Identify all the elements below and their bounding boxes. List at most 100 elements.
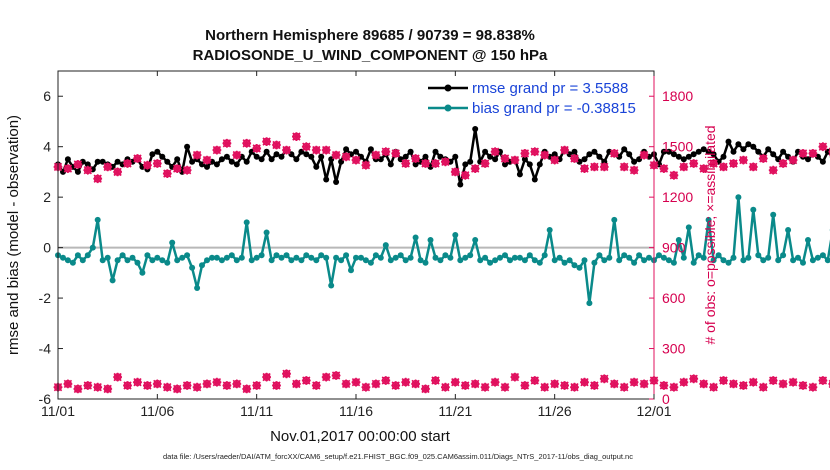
bias-point	[367, 259, 374, 266]
rmse-point	[536, 161, 543, 168]
bias-point	[174, 257, 181, 264]
rmse-point	[675, 153, 682, 160]
y-tick-label-right: 600	[662, 290, 686, 306]
bias-point	[303, 252, 310, 259]
obs-assimilated-marker	[510, 155, 520, 165]
obs-assimilated-marker	[609, 149, 619, 158]
bias-point	[497, 254, 503, 261]
obs-assimilated-marker	[421, 384, 430, 394]
y-axis-label-right: # of obs: o=possible; ×=assimilated	[702, 125, 718, 344]
bias-point	[387, 257, 394, 264]
obs-assimilated-marker	[619, 382, 629, 392]
bias-point	[119, 252, 126, 259]
bias-point	[382, 242, 389, 249]
obs-assimilated-marker	[441, 382, 450, 392]
obs-assimilated-marker	[739, 381, 748, 390]
bias-point	[670, 259, 677, 266]
obs-assimilated-marker	[321, 145, 331, 155]
obs-assimilated-marker	[550, 379, 560, 389]
obs-assimilated-marker	[103, 162, 113, 172]
obs-assimilated-marker	[729, 159, 738, 168]
bias-point	[159, 257, 166, 264]
y-tick-label-right: 900	[662, 240, 686, 256]
rmse-point	[571, 148, 578, 155]
bias-point	[283, 252, 290, 259]
obs-assimilated-marker	[93, 382, 103, 392]
obs-assimilated-marker	[520, 381, 530, 390]
obs-assimilated-marker	[480, 159, 490, 168]
rmse-point	[253, 153, 260, 160]
obs-assimilated-marker	[599, 162, 609, 172]
bias-point	[74, 252, 81, 259]
rmse-point	[755, 148, 762, 155]
obs-assimilated-marker	[331, 371, 341, 380]
plot-area-frame	[57, 70, 655, 400]
obs-assimilated-marker	[719, 162, 728, 172]
obs-assimilated-marker	[798, 149, 808, 158]
obs-assimilated-marker	[818, 142, 828, 152]
obs-assimilated-marker	[778, 159, 788, 168]
rmse-point	[114, 158, 121, 165]
obs-assimilated-marker	[560, 145, 569, 155]
obs-assimilated-marker	[768, 376, 778, 385]
obs-assimilated-marker	[431, 376, 440, 385]
obs-assimilated-marker	[480, 382, 490, 392]
obs-assimilated-marker	[391, 381, 401, 390]
obs-assimilated-marker	[679, 162, 689, 172]
obs-assimilated-marker	[689, 374, 699, 384]
rmse-point	[159, 153, 166, 160]
obs-assimilated-marker	[212, 145, 222, 155]
bias-point	[715, 252, 722, 259]
bias-point	[179, 254, 186, 261]
obs-assimilated-marker	[748, 162, 758, 172]
rmse-point	[353, 148, 359, 155]
legend-bias-label: bias grand pr = -0.38815	[472, 100, 636, 117]
bias-point	[750, 206, 757, 213]
rmse-point	[213, 161, 220, 168]
bias-point	[819, 252, 826, 259]
bias-point	[785, 227, 792, 233]
bias-point	[114, 257, 121, 264]
rmse-point	[243, 158, 250, 165]
obs-assimilated-marker	[778, 379, 788, 389]
y-tick-label-left: 2	[43, 189, 51, 205]
bias-point	[546, 227, 553, 233]
rmse-point	[735, 141, 742, 148]
rmse-point	[154, 148, 161, 155]
obs-assimilated-marker	[748, 377, 758, 387]
obs-assimilated-marker	[679, 377, 689, 387]
bias-point	[660, 254, 667, 261]
rmse-point	[740, 146, 747, 153]
obs-assimilated-marker	[351, 155, 361, 165]
bias-point	[641, 257, 648, 264]
bias-point	[437, 257, 444, 264]
bias-point	[79, 257, 86, 264]
rmse-point	[333, 179, 340, 185]
obs-assimilated-marker	[629, 165, 639, 175]
bias-point	[258, 252, 265, 259]
bias-point	[184, 252, 191, 259]
bias-point	[377, 254, 384, 261]
rmse-point	[695, 148, 702, 155]
bias-point	[84, 252, 91, 259]
bias-point	[790, 257, 797, 264]
bias-point	[616, 257, 623, 264]
x-tick-label: 11/16	[339, 403, 373, 419]
rmse-point	[422, 153, 429, 160]
obs-assimilated-marker	[500, 154, 510, 163]
obs-assimilated-marker	[162, 169, 172, 178]
bias-point	[298, 257, 305, 264]
obs-assimilated-marker	[192, 150, 202, 160]
obs-assimilated-marker	[540, 150, 550, 160]
obs-assimilated-marker	[242, 384, 252, 394]
bias-point	[154, 254, 161, 261]
obs-assimilated-marker	[371, 150, 381, 160]
rmse-point	[690, 151, 697, 158]
rmse-point	[228, 158, 235, 165]
bias-point	[725, 259, 732, 266]
obs-assimilated-marker	[301, 142, 311, 152]
bias-point	[338, 257, 345, 264]
y-tick-label-right: 1200	[662, 189, 693, 205]
bias-point	[521, 257, 528, 264]
bias-point	[556, 254, 563, 261]
